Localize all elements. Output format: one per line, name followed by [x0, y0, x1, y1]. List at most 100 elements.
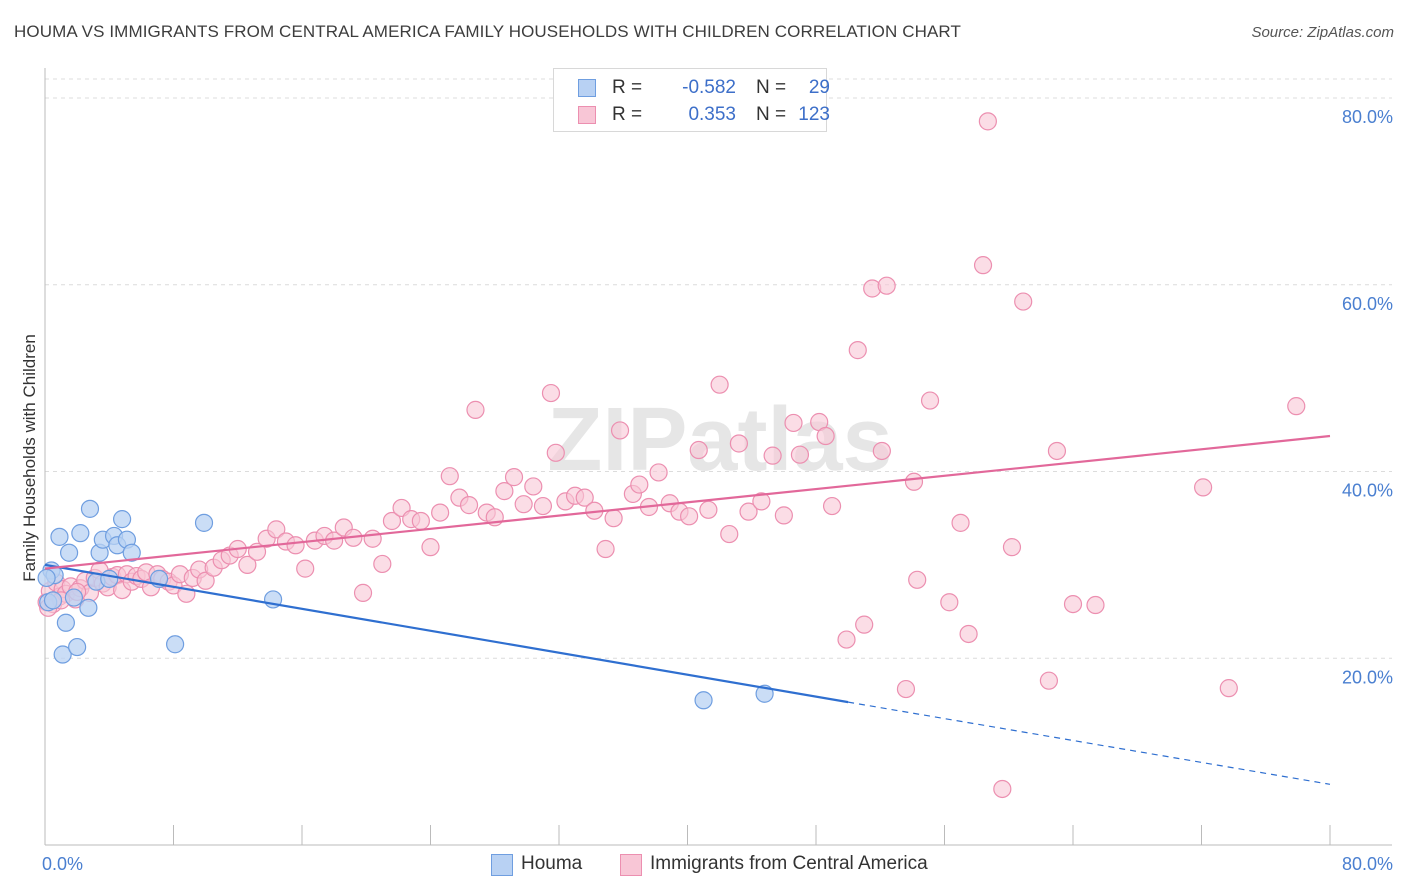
houma-r-value: -0.582: [682, 77, 736, 98]
houma-point: [100, 569, 119, 588]
imm-point: [286, 536, 305, 555]
imm-point: [848, 341, 867, 360]
houma-point: [166, 635, 185, 654]
imm-r-value: 0.353: [688, 104, 736, 125]
imm-point: [196, 571, 215, 590]
imm-point: [940, 593, 959, 612]
houma-point: [71, 524, 90, 543]
imm-point: [353, 583, 373, 602]
y-tick-label: 80.0%: [1342, 107, 1393, 127]
x-tick-label-min: 0.0%: [42, 854, 83, 874]
imm-point: [373, 554, 392, 574]
imm-point: [1002, 538, 1022, 557]
houma-trend-line: [44, 563, 849, 704]
imm-point: [1194, 478, 1213, 497]
houma-point: [50, 527, 69, 546]
imm-point: [610, 421, 630, 440]
imm-point: [524, 477, 543, 496]
imm-point: [877, 276, 896, 295]
axis-layer: [44, 68, 1392, 846]
imm-trend-line: [44, 434, 1331, 570]
imm-point: [816, 426, 835, 446]
imm-point: [546, 443, 565, 462]
chart-title: HOUMA VS IMMIGRANTS FROM CENTRAL AMERICA…: [14, 22, 961, 41]
houma-swatch: [578, 79, 596, 97]
imm-point: [822, 496, 842, 516]
houma-legend-label: Houma: [521, 853, 583, 874]
imm-point: [267, 520, 286, 539]
imm-swatch: [578, 106, 596, 124]
imm-point: [1219, 679, 1238, 698]
imm-point: [504, 468, 524, 487]
imm-point: [710, 375, 729, 394]
imm-point: [382, 511, 402, 531]
imm-point: [1063, 594, 1083, 614]
imm-point: [459, 496, 479, 515]
imm-point: [784, 413, 803, 433]
imm-point: [1086, 595, 1105, 615]
imm-point: [920, 391, 940, 410]
correlation-legend: R = -0.582 N = 29 R = 0.353 N = 123: [553, 68, 830, 132]
imm-point: [978, 112, 997, 131]
y-tick-label: 20.0%: [1342, 667, 1393, 687]
imm-point: [951, 513, 970, 532]
x-tick-label-max: 80.0%: [1342, 854, 1393, 874]
houma-point: [43, 591, 63, 610]
imm-point: [495, 482, 514, 501]
houma-trend-extension: [848, 701, 1331, 785]
imm-point: [959, 624, 978, 644]
imm-point: [973, 256, 993, 275]
imm-point: [680, 507, 699, 526]
houma-n-label: N =: [756, 77, 787, 98]
houma-point: [122, 543, 141, 562]
imm-point: [763, 446, 782, 465]
imm-point: [752, 492, 771, 511]
houma-point: [64, 588, 84, 607]
imm-point: [533, 496, 553, 516]
imm-n-label: N =: [756, 104, 787, 125]
houma-legend-swatch: [491, 854, 513, 876]
houma-point: [68, 637, 87, 657]
imm-legend-swatch: [620, 854, 642, 876]
imm-point: [896, 679, 916, 699]
imm-point: [596, 539, 615, 559]
houma-point: [56, 613, 75, 632]
imm-point: [411, 511, 430, 531]
source-label: Source: ZipAtlas.com: [1251, 24, 1394, 41]
imm-point: [296, 559, 315, 578]
imm-legend-label: Immigrants from Central America: [650, 853, 928, 874]
imm-point: [1047, 441, 1067, 461]
imm-point: [575, 488, 594, 507]
imm-point: [514, 495, 533, 514]
imm-point: [739, 502, 758, 521]
houma-point: [53, 645, 72, 664]
imm-point: [466, 400, 485, 419]
imm-point: [363, 529, 382, 548]
imm-point: [993, 779, 1012, 799]
imm-point: [1039, 671, 1059, 690]
houma-point: [37, 568, 56, 588]
watermark: ZIPatlas: [547, 390, 892, 490]
imm-point: [872, 441, 891, 461]
imm-point: [604, 509, 623, 528]
imm-point: [440, 467, 459, 486]
imm-point: [855, 615, 874, 634]
imm-point: [908, 570, 927, 589]
houma-point: [80, 499, 100, 518]
imm-point: [421, 538, 440, 557]
trend-layer: [44, 434, 1331, 785]
imm-point: [1287, 397, 1306, 416]
imm-point: [837, 630, 856, 649]
houma-point: [112, 510, 132, 529]
imm-n-value: 123: [798, 104, 830, 125]
imm-point: [1014, 292, 1033, 311]
imm-point: [790, 445, 810, 464]
imm-r-label: R =: [612, 104, 643, 125]
y-tick-label: 60.0%: [1342, 294, 1393, 314]
imm-point: [720, 524, 739, 544]
houma-point: [694, 691, 713, 710]
imm-point: [689, 440, 708, 460]
imm-point: [238, 555, 257, 574]
imm-point: [541, 383, 561, 403]
